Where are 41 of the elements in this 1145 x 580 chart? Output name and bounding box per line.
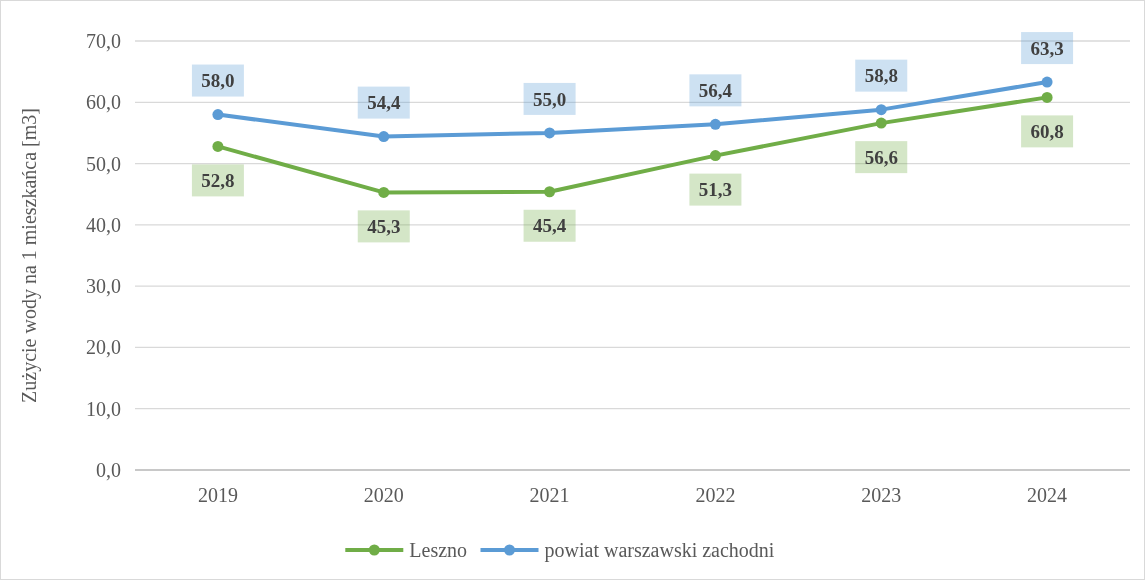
data-label: 60,8 [1030,121,1064,143]
y-tick-label: 0,0 [96,459,121,481]
data-label: 58,8 [864,65,898,87]
data-label: 45,4 [532,215,567,237]
legend-label: Leszno [409,539,468,561]
data-label: 51,3 [698,179,733,201]
y-tick-label: 50,0 [86,152,121,175]
point [212,109,224,121]
x-tick-label: 2021 [529,484,570,506]
data-label: 52,8 [201,170,235,192]
x-tick-label: 2019 [197,484,238,506]
x-tick-label: 2022 [695,484,736,506]
point [544,186,556,198]
data-label: 56,6 [864,146,898,168]
y-axis-title: Zużycie wody na 1 mieszkańca [m3] [18,108,41,403]
point [709,118,721,130]
data-label: 55,0 [532,88,567,110]
legend-label: powiat warszawski zachodni [544,539,775,562]
point [212,140,224,152]
x-tick-label: 2020 [363,484,404,506]
data-label: 45,3 [367,216,401,238]
y-tick-label: 30,0 [86,275,121,298]
point [378,131,390,143]
point [1041,76,1053,88]
y-tick-label: 10,0 [86,397,121,420]
data-label: 58,0 [201,70,235,92]
point [378,186,390,198]
data-label: 56,4 [698,80,733,101]
x-tick-label: 2024 [1027,484,1068,506]
y-tick-label: 70,0 [86,30,121,52]
x-tick-label: 2023 [861,484,902,506]
y-tick-label: 60,0 [86,91,121,114]
y-tick-label: 40,0 [86,213,121,236]
point [544,127,556,139]
data-label: 54,4 [367,92,401,114]
point [709,150,721,162]
y-tick-label: 20,0 [86,336,121,359]
point [1041,91,1053,103]
point [875,117,887,129]
point [875,104,887,116]
data-label: 63,3 [1030,37,1064,59]
